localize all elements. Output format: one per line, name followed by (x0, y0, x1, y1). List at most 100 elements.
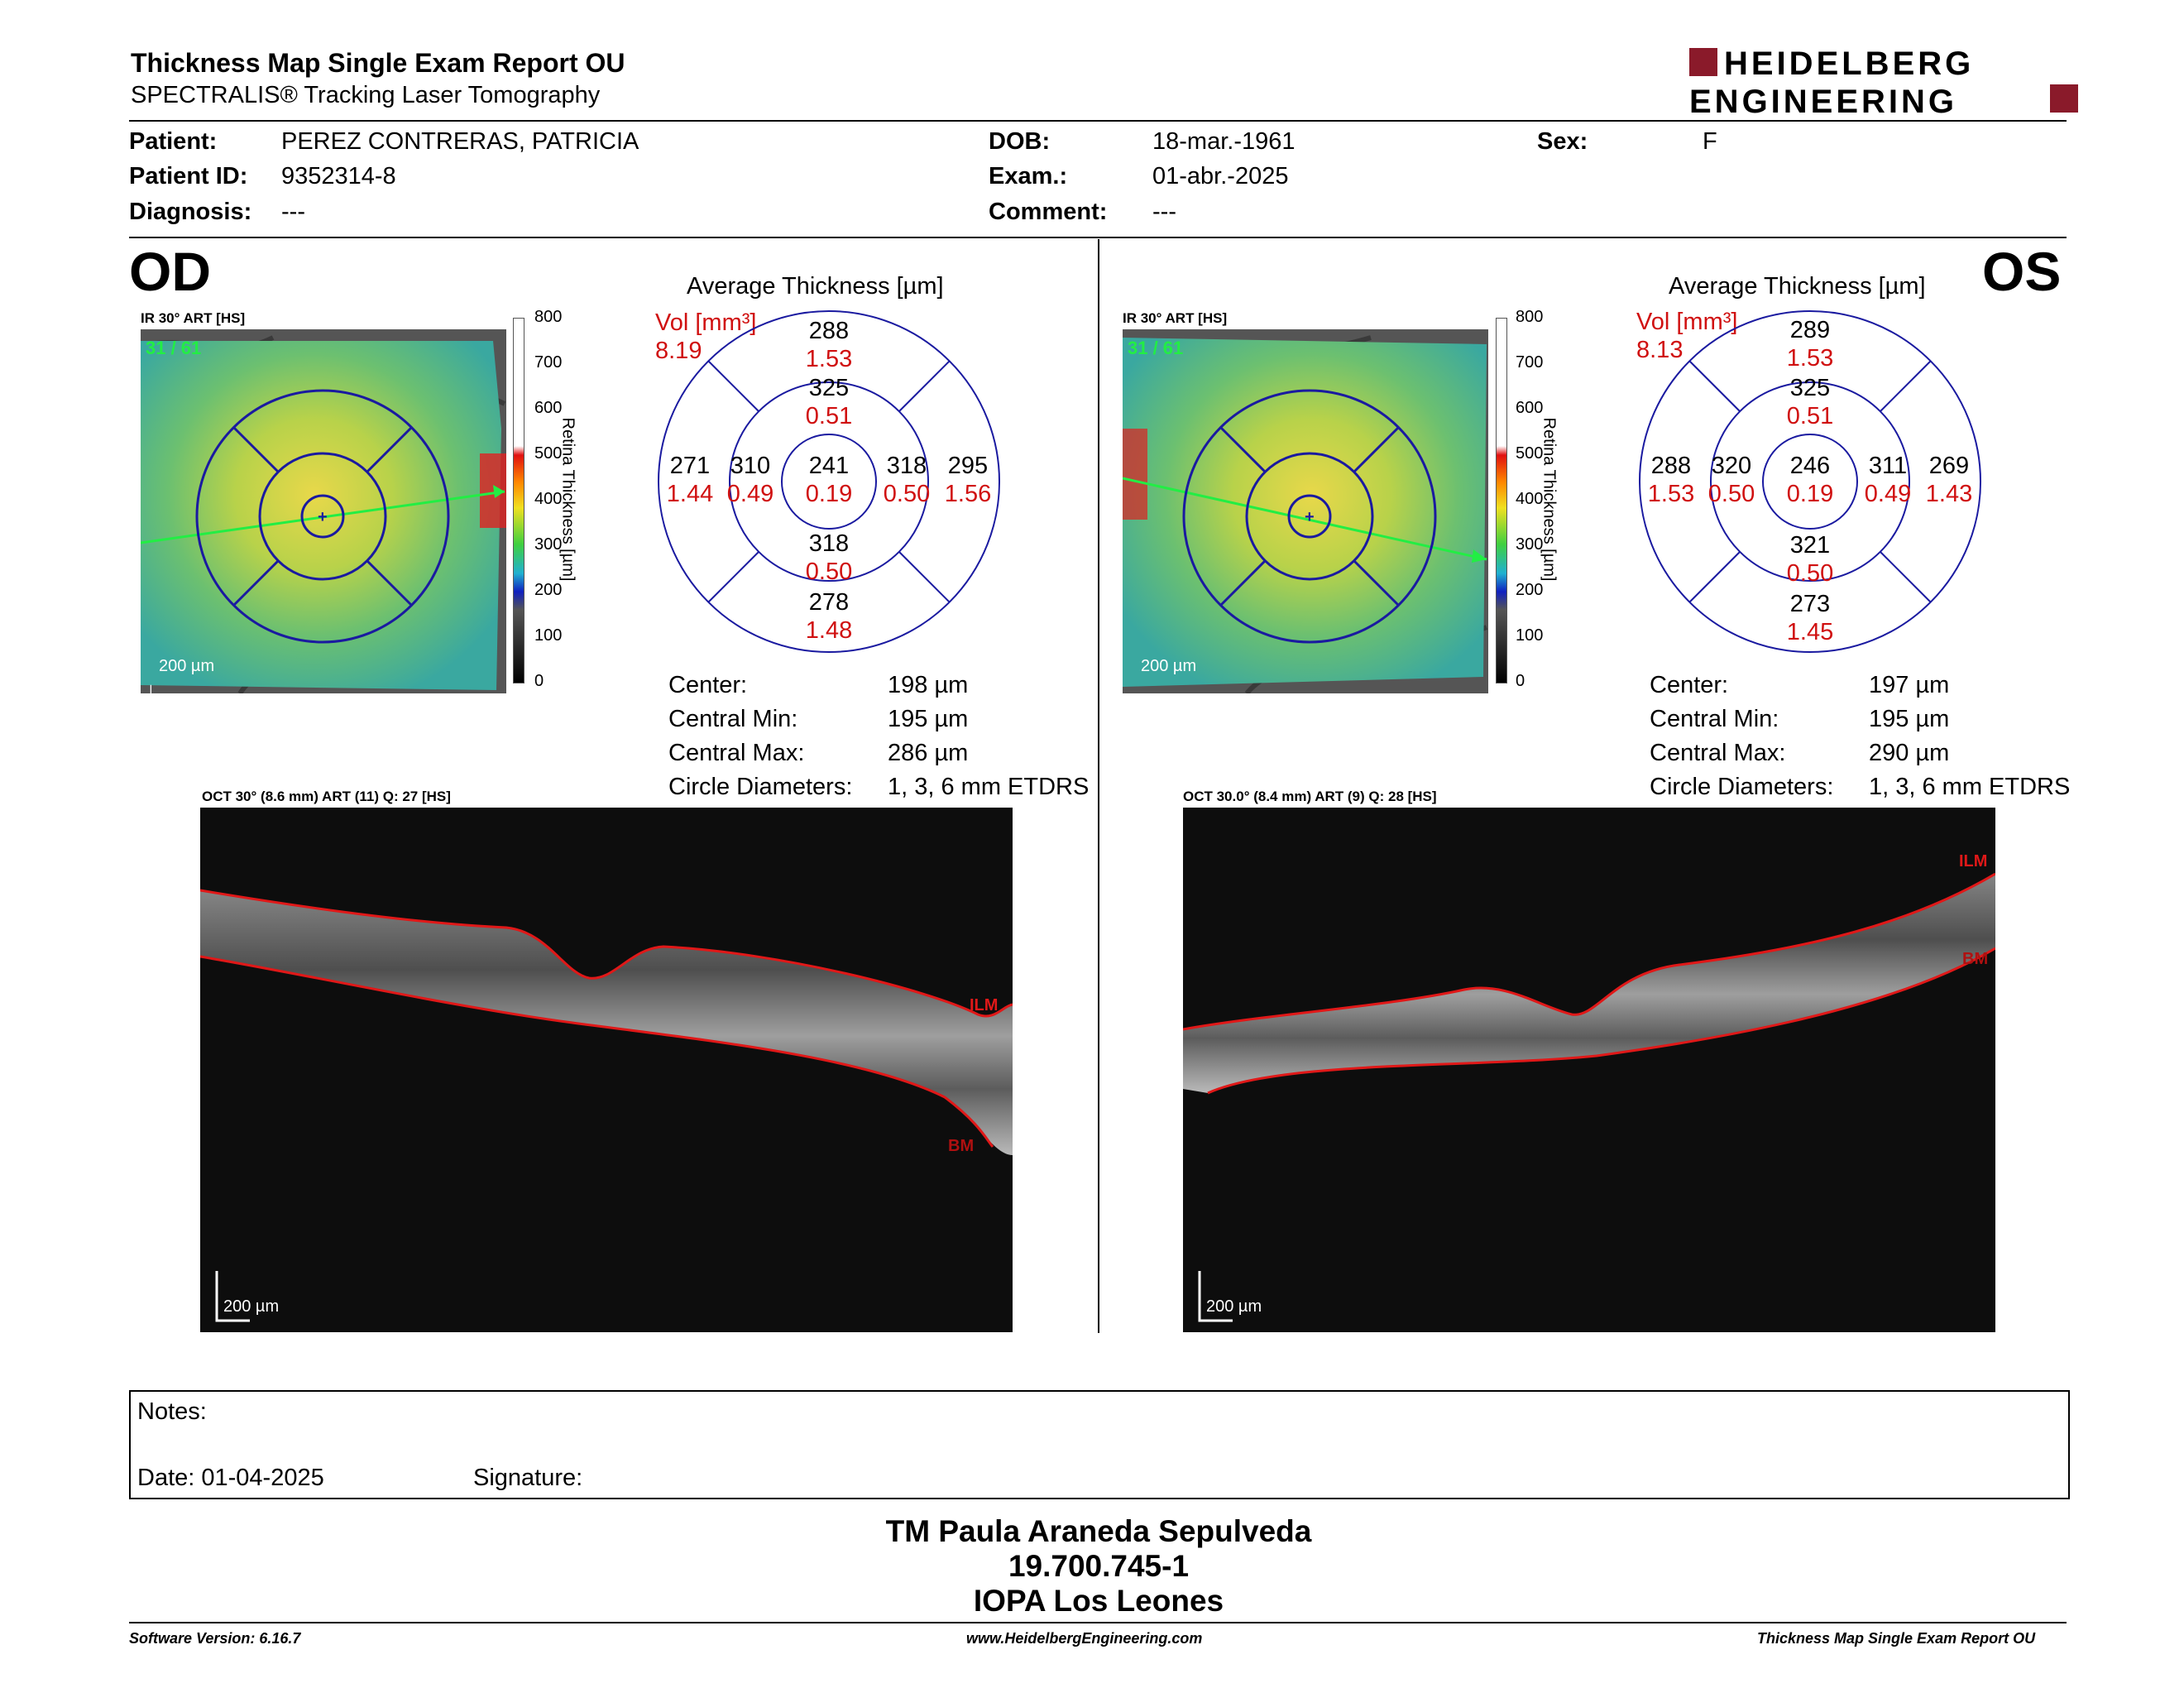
od-vol-total: 8.19 (655, 338, 702, 364)
dob-label: DOB: (989, 128, 1051, 155)
od-oct-label: OCT 30° (8.6 mm) ART (11) Q: 27 [HS] (202, 789, 451, 804)
od-tick: 800 (534, 308, 563, 326)
os-center-value: 197 µm (1869, 672, 1950, 698)
od-ilm-label: ILM (970, 996, 999, 1014)
os-inner-bottom-volume: 0.50 (1787, 560, 1833, 587)
os-ilm-label: ILM (1959, 852, 1988, 870)
od-outer-top-thickness: 288 (809, 318, 849, 344)
od-max-label: Central Max: (668, 740, 805, 766)
svg-text:+: + (1305, 508, 1315, 526)
od-ir-counter: 31 / 61 (146, 338, 202, 358)
os-tick: 100 (1516, 626, 1544, 645)
footer-report-name: Thickness Map Single Exam Report OU (1757, 1630, 2036, 1647)
os-tick: 300 (1516, 535, 1544, 554)
patient-divider (129, 237, 2067, 238)
os-oct-label: OCT 30.0° (8.4 mm) ART (9) Q: 28 [HS] (1183, 789, 1437, 804)
od-ir-scale: 200 µm (159, 657, 215, 675)
os-outer-right-thickness: 269 (1929, 453, 1969, 479)
signer-place: IOPA Los Leones (973, 1584, 1224, 1618)
os-diam-value: 1, 3, 6 mm ETDRS (1869, 774, 2071, 800)
os-colorbar-label: Retina Thickness [µm] (1540, 417, 1559, 582)
os-diam-label: Circle Diameters: (1650, 774, 1834, 800)
logo-line2: ENGINEERING (1689, 84, 1957, 116)
logo-square-bottom (2050, 84, 2078, 113)
signer-name: TM Paula Araneda Sepulveda (885, 1514, 1312, 1548)
os-max-value: 290 µm (1869, 740, 1950, 766)
os-outer-bottom-volume: 1.45 (1787, 619, 1833, 645)
os-colorbar (1496, 318, 1507, 683)
footer-divider (129, 1622, 2067, 1623)
patient-name: PEREZ CONTRERAS, PATRICIA (281, 128, 639, 155)
od-vol-label: Vol [mm³] (655, 309, 757, 336)
os-etdrs-grid: 289 1.53 325 0.51 288 1.53 320 0.50 246 … (1639, 310, 1981, 653)
os-ir-counter: 31 / 61 (1128, 338, 1184, 358)
diagnosis-value: --- (281, 199, 305, 225)
signature-label: Signature: (473, 1465, 583, 1491)
sex-value: F (1703, 128, 1717, 155)
od-diam-label: Circle Diameters: (668, 774, 853, 800)
os-tick: 0 (1516, 672, 1525, 690)
os-inner-left-volume: 0.50 (1708, 481, 1755, 507)
eye-label-od: OD (129, 241, 211, 302)
od-tick: 200 (534, 581, 563, 599)
os-avg-title: Average Thickness [µm] (1669, 273, 1926, 300)
os-outer-right-volume: 1.43 (1926, 481, 1972, 507)
od-inner-bottom-thickness: 318 (809, 530, 849, 557)
od-tick: 100 (534, 626, 563, 645)
os-vol-total: 8.13 (1636, 337, 1684, 363)
od-inner-bottom-volume: 0.50 (806, 559, 852, 585)
os-outer-top-thickness: 289 (1790, 317, 1830, 343)
od-outer-bottom-thickness: 278 (809, 589, 849, 616)
logo-square-top (1689, 48, 1717, 76)
patient-id: 9352314-8 (281, 163, 396, 189)
od-diam-value: 1, 3, 6 mm ETDRS (888, 774, 1090, 800)
od-outer-bottom-volume: 1.48 (806, 617, 852, 644)
od-center-label: Center: (668, 672, 748, 698)
os-outer-top-volume: 1.53 (1787, 345, 1833, 372)
os-min-value: 195 µm (1869, 706, 1950, 732)
od-oct-scale: 200 µm (223, 1297, 280, 1316)
eye-label-os: OS (1982, 241, 2062, 302)
exam-value: 01-abr.-2025 (1152, 163, 1289, 189)
os-inner-bottom-thickness: 321 (1790, 532, 1830, 559)
os-tick: 800 (1516, 308, 1544, 326)
od-tick: 600 (534, 399, 563, 417)
comment-label: Comment: (989, 199, 1108, 225)
dob-value: 18-mar.-1961 (1152, 128, 1296, 155)
od-inner-top-volume: 0.51 (806, 403, 852, 429)
diagnosis-label: Diagnosis: (129, 199, 252, 225)
od-center-thickness: 241 (809, 453, 849, 479)
sex-label: Sex: (1537, 128, 1588, 155)
od-inner-top-thickness: 325 (809, 375, 849, 401)
od-outer-left-volume: 1.44 (667, 481, 713, 507)
patient-id-label: Patient ID: (129, 163, 248, 189)
os-inner-top-volume: 0.51 (1787, 403, 1833, 429)
os-inner-right-volume: 0.49 (1865, 481, 1911, 507)
os-inner-top-thickness: 325 (1790, 375, 1830, 401)
od-outer-right-volume: 1.56 (945, 481, 991, 507)
os-inner-right-thickness: 311 (1869, 453, 1907, 479)
od-tick: 0 (534, 672, 544, 690)
notes-box[interactable]: Notes: Date: 01-04-2025 Signature: (129, 1390, 2070, 1499)
notes-label: Notes: (137, 1398, 207, 1425)
notes-date: Date: 01-04-2025 (137, 1465, 324, 1491)
os-outer-bottom-thickness: 273 (1790, 591, 1830, 617)
od-ir-label: IR 30° ART [HS] (141, 310, 246, 326)
os-tick: 400 (1516, 490, 1544, 508)
footer-website[interactable]: www.HeidelbergEngineering.com (966, 1630, 1203, 1647)
os-tick: 500 (1516, 444, 1544, 463)
os-center-thickness: 246 (1790, 453, 1830, 479)
os-oct-scan: ILM BM 200 µm (1183, 808, 1995, 1332)
od-inner-left-volume: 0.49 (727, 481, 774, 507)
patient-label: Patient: (129, 128, 218, 155)
od-thickness-map: + └ 31 / 61 200 µm (141, 329, 506, 693)
comment-value: --- (1152, 199, 1176, 225)
od-center-volume: 0.19 (806, 481, 852, 507)
os-tick: 600 (1516, 399, 1544, 417)
svg-text:+: + (318, 508, 328, 526)
os-oct-scale: 200 µm (1206, 1297, 1262, 1316)
od-tick: 400 (534, 490, 563, 508)
os-inner-left-thickness: 320 (1712, 453, 1751, 479)
od-oct-scan: ILM BM 200 µm (200, 808, 1013, 1332)
od-inner-left-thickness: 310 (730, 453, 770, 479)
